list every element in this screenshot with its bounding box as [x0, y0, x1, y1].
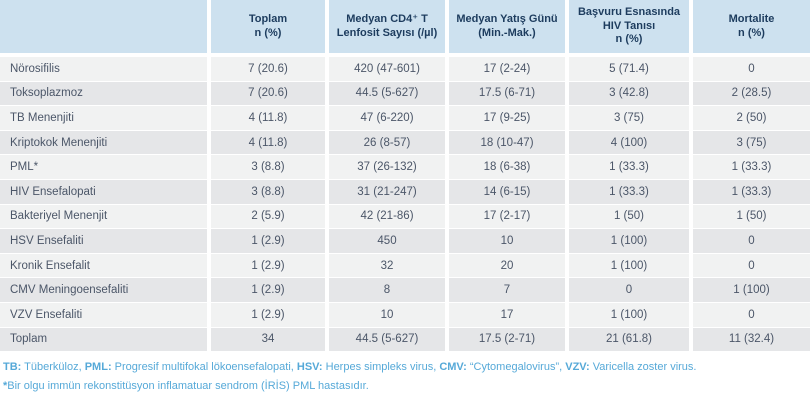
table-row: HSV Ensefaliti 1 (2.9) 450 10 1 (100) 0	[0, 229, 810, 253]
row-label-cell: Toplam	[0, 327, 207, 352]
data-cell: 47 (6-220)	[329, 106, 445, 130]
data-cell: 18 (6-38)	[449, 155, 565, 179]
data-cell: 1 (33.3)	[569, 155, 689, 179]
data-cell: 0	[693, 253, 810, 278]
data-cell: 17.5 (2-71)	[449, 327, 565, 352]
data-cell: 1 (100)	[569, 302, 689, 327]
data-cell: 10	[329, 302, 445, 327]
row-label-cell: HSV Ensefaliti	[0, 229, 207, 253]
data-cell: 1 (100)	[569, 253, 689, 278]
row-label-cell: Kronik Ensefalit	[0, 253, 207, 278]
data-cell: 2 (50)	[693, 106, 810, 130]
data-cell: 17 (2-24)	[449, 57, 565, 81]
data-cell: 18 (10-47)	[449, 130, 565, 155]
data-cell: 0	[693, 229, 810, 253]
data-cell: 10	[449, 229, 565, 253]
table-row: HIV Ensefalopati 3 (8.8) 31 (21-247) 14 (6-…	[0, 179, 810, 204]
data-cell: 3 (42.8)	[569, 81, 689, 106]
data-cell: 37 (26-132)	[329, 155, 445, 179]
footnote-line: TB: Tüberküloz, PML: Progresif multifoka…	[3, 361, 697, 374]
table-body: Nörosifilis 7 (20.6) 420 (47-601) 17 (2-24)…	[0, 57, 810, 352]
table-row: Toplam 34 44.5 (5-627) 17.5 (2-71) 21 (61.8)…	[0, 327, 810, 352]
data-cell: 1 (100)	[569, 229, 689, 253]
data-cell: 26 (8-57)	[329, 130, 445, 155]
data-cell: 1 (33.3)	[693, 155, 810, 179]
data-cell: 17 (9-25)	[449, 106, 565, 130]
data-cell: 420 (47-601)	[329, 57, 445, 81]
data-cell: 44.5 (5-627)	[329, 327, 445, 352]
data-cell: 1 (50)	[693, 204, 810, 229]
data-cell: 1 (50)	[569, 204, 689, 229]
footnotes: TB: Tüberküloz, PML: Progresif multifoka…	[0, 352, 810, 396]
data-cell: 3 (8.8)	[211, 155, 325, 179]
table-row: CMV Meningoensefaliti 1 (2.9) 8 7 0 1 (100)	[0, 278, 810, 302]
data-cell: 1 (33.3)	[569, 179, 689, 204]
data-cell: 1 (2.9)	[211, 302, 325, 327]
header-cell-stay-days: Medyan Yatış Günü (Min.-Mak.)	[449, 0, 565, 53]
row-label-cell: VZV Ensefaliti	[0, 302, 207, 327]
data-cell: 7 (20.6)	[211, 81, 325, 106]
data-cell: 3 (8.8)	[211, 179, 325, 204]
data-cell: 4 (100)	[569, 130, 689, 155]
table-row: PML* 3 (8.8) 37 (26-132) 18 (6-38) 1 (33.3) 1…	[0, 155, 810, 179]
table-row: Nörosifilis 7 (20.6) 420 (47-601) 17 (2-24)…	[0, 57, 810, 81]
data-cell: 42 (21-86)	[329, 204, 445, 229]
row-label-cell: Kriptokok Menenjiti	[0, 130, 207, 155]
data-cell: 4 (11.8)	[211, 130, 325, 155]
table-row: VZV Ensefaliti 1 (2.9) 10 17 1 (100) 0	[0, 302, 810, 327]
data-cell: 21 (61.8)	[569, 327, 689, 352]
header-cell-mortality: Mortalite n (%)	[693, 0, 810, 53]
data-cell: 2 (5.9)	[211, 204, 325, 229]
data-cell: 17 (2-17)	[449, 204, 565, 229]
row-label-cell: Toksoplazmoz	[0, 81, 207, 106]
header-cell-total: Toplam n (%)	[211, 0, 325, 53]
row-label-cell: Bakteriyel Menenjit	[0, 204, 207, 229]
data-cell: 8	[329, 278, 445, 302]
data-cell: 0	[569, 278, 689, 302]
table-row: Bakteriyel Menenjit 2 (5.9) 42 (21-86) 17 (…	[0, 204, 810, 229]
data-cell: 32	[329, 253, 445, 278]
data-cell: 20	[449, 253, 565, 278]
header-cell-hiv-at-admission: Başvuru Esnasında HIV Tanısı n (%)	[569, 0, 689, 53]
data-cell: 31 (21-247)	[329, 179, 445, 204]
row-label-cell: TB Menenjiti	[0, 106, 207, 130]
data-cell: 1 (2.9)	[211, 253, 325, 278]
data-cell: 14 (6-15)	[449, 179, 565, 204]
data-cell: 34	[211, 327, 325, 352]
data-cell: 1 (2.9)	[211, 278, 325, 302]
header-cell-cd4: Medyan CD4⁺ T Lenfosit Sayısı (/µl)	[329, 0, 445, 53]
row-label-cell: HIV Ensefalopati	[0, 179, 207, 204]
data-cell: 0	[693, 302, 810, 327]
header-cell-diagnosis	[0, 0, 207, 53]
table-row: Kronik Ensefalit 1 (2.9) 32 20 1 (100) 0	[0, 253, 810, 278]
data-cell: 7	[449, 278, 565, 302]
data-cell: 4 (11.8)	[211, 106, 325, 130]
data-cell: 3 (75)	[569, 106, 689, 130]
data-cell: 2 (28.5)	[693, 81, 810, 106]
data-cell: 1 (100)	[693, 278, 810, 302]
row-label-cell: Nörosifilis	[0, 57, 207, 81]
data-cell: 17.5 (6-71)	[449, 81, 565, 106]
row-label-cell: PML*	[0, 155, 207, 179]
data-cell: 7 (20.6)	[211, 57, 325, 81]
data-cell: 0	[693, 57, 810, 81]
table-row: Toksoplazmoz 7 (20.6) 44.5 (5-627) 17.5 (6-…	[0, 81, 810, 106]
table-row: Kriptokok Menenjiti 4 (11.8) 26 (8-57) 18 (…	[0, 130, 810, 155]
data-cell: 1 (2.9)	[211, 229, 325, 253]
table-row: TB Menenjiti 4 (11.8) 47 (6-220) 17 (9-25) 3…	[0, 106, 810, 130]
table-header-row: Toplam n (%) Medyan CD4⁺ T Lenfosit Sayı…	[0, 0, 810, 53]
footnote-line: *Bir olgu immün rekonstitüsyon inflamatu…	[3, 380, 369, 393]
data-cell: 44.5 (5-627)	[329, 81, 445, 106]
data-cell: 17	[449, 302, 565, 327]
data-cell: 450	[329, 229, 445, 253]
data-cell: 3 (75)	[693, 130, 810, 155]
row-label-cell: CMV Meningoensefaliti	[0, 278, 207, 302]
data-cell: 5 (71.4)	[569, 57, 689, 81]
data-cell: 11 (32.4)	[693, 327, 810, 352]
data-cell: 1 (33.3)	[693, 179, 810, 204]
